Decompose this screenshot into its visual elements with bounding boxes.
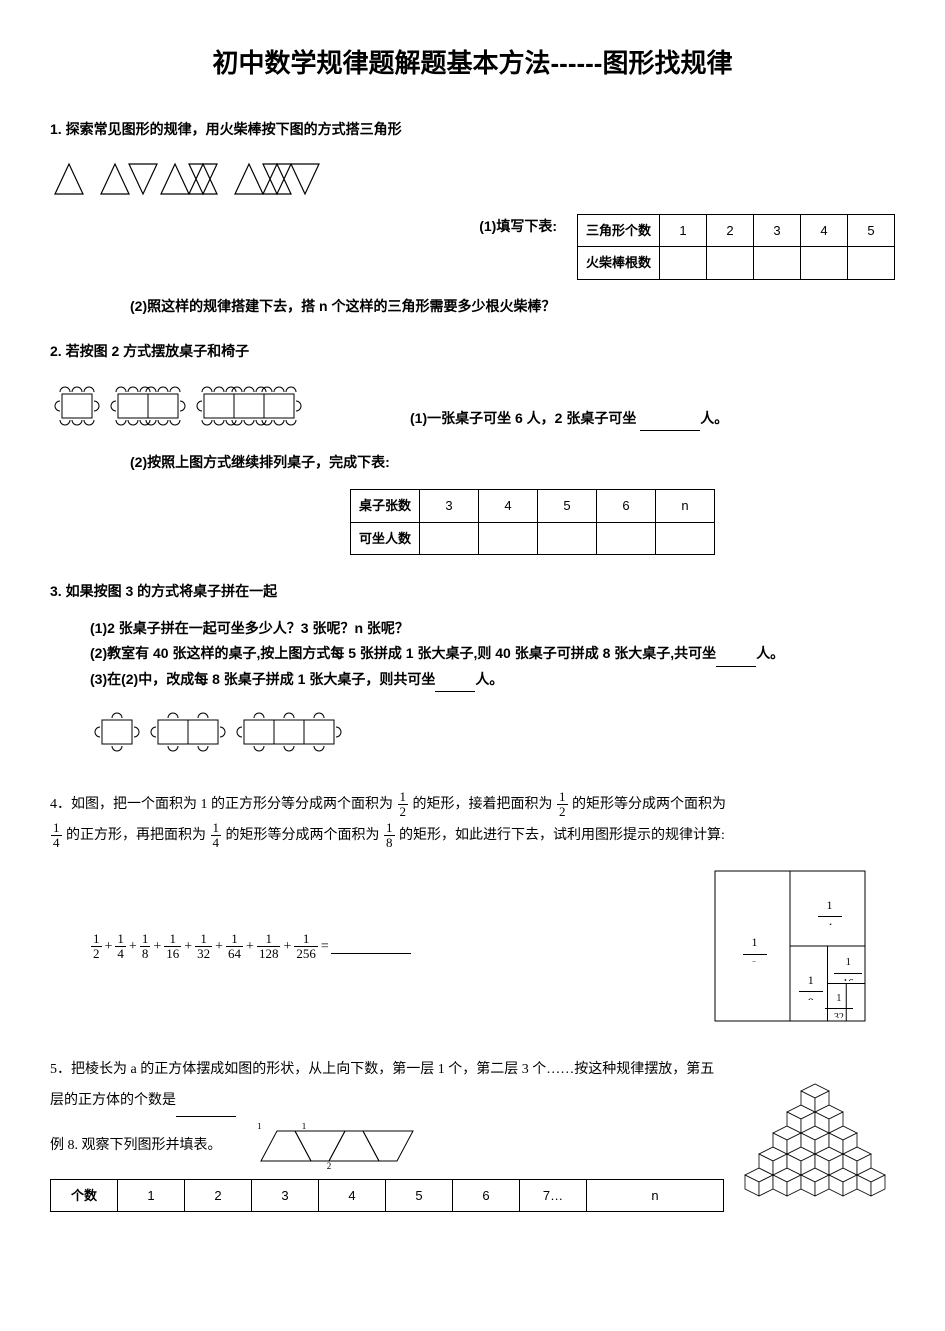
q4-equation: 12 + 14 + 18 + 116 + 132 + 164 + 1128 + … <box>50 932 411 962</box>
q2-t3: 6 <box>597 490 656 522</box>
q3-sub3: (3)在(2)中，改成每 8 张桌子拼成 1 张大桌子，则共可坐 人。 <box>50 667 895 692</box>
q5-ex8-label: 例 8. 观察下列图形并填表。 <box>50 1138 222 1153</box>
q1-sub2: (2)照这样的规律搭建下去，搭 n 个这样的三角形需要多少根火柴棒？ <box>50 294 895 319</box>
q2-blank[interactable] <box>640 416 700 431</box>
q1-prompt: 1. 探索常见图形的规律，用火柴棒按下图的方式搭三角形 <box>50 117 895 142</box>
q2-table: 桌子张数 3 4 5 6 n 可坐人数 <box>350 489 715 555</box>
q5c3: 4 <box>319 1180 386 1212</box>
q1-c4: 5 <box>848 214 895 246</box>
q3-s2b: 人。 <box>756 645 784 661</box>
svg-text:1: 1 <box>257 1123 262 1131</box>
q3-figure <box>50 702 895 766</box>
q4-td: 的正方形，再把面积为 <box>66 828 210 843</box>
q2-sub1: (1)一张桌子可坐 6 人，2 张桌子可坐 人。 <box>410 376 728 431</box>
q2-sub1-b: 人。 <box>700 410 728 426</box>
q3-sub1: (1)2 张桌子拼在一起可坐多少人？3 张呢？n 张呢？ <box>50 616 895 641</box>
q5c2: 3 <box>252 1180 319 1212</box>
q5-trapezoid-figure: 1 1 2 <box>255 1123 515 1169</box>
svg-text:1: 1 <box>302 1123 307 1131</box>
svg-text:2: 2 <box>327 1161 332 1169</box>
q2-prompt: 2. 若按图 2 方式摆放桌子和椅子 <box>50 339 895 364</box>
q2-th2: 可坐人数 <box>351 522 420 554</box>
q1-table: 三角形个数 1 2 3 4 5 火柴棒根数 <box>577 214 895 280</box>
q4-te: 的矩形等分成两个面积为 <box>226 828 384 843</box>
q4-text: 4．如图，把一个面积为 1 的正方形分等分成两个面积为 12 的矩形，接着把面积… <box>50 790 895 852</box>
q5c1: 2 <box>185 1180 252 1212</box>
q3-s3b: 人。 <box>475 671 503 687</box>
q2-sub2: (2)按照上图方式继续排列桌子，完成下表: <box>50 450 895 475</box>
q4-tc: 的矩形等分成两个面积为 <box>572 797 726 812</box>
q5c0: 1 <box>118 1180 185 1212</box>
q2-t2: 5 <box>538 490 597 522</box>
q1-figure <box>50 154 410 204</box>
q2-t0: 3 <box>420 490 479 522</box>
q2-figure <box>50 376 390 440</box>
q2-t4: n <box>656 490 715 522</box>
page-title: 初中数学规律题解题基本方法------图形找规律 <box>50 40 895 87</box>
q1-th1: 三角形个数 <box>577 214 659 246</box>
q5c4: 5 <box>386 1180 453 1212</box>
q5-cubes-figure <box>735 1055 895 1205</box>
q4-tf: 的矩形，如此进行下去，试利用图形提示的规律计算: <box>399 828 725 843</box>
q4-tb: 的矩形，接着把面积为 <box>413 797 557 812</box>
q4-ta: 4．如图，把一个面积为 1 的正方形分等分成两个面积为 <box>50 797 397 812</box>
q5c7: n <box>587 1180 724 1212</box>
q1-c3: 4 <box>801 214 848 246</box>
q2-t1: 4 <box>479 490 538 522</box>
q2-th1: 桌子张数 <box>351 490 420 522</box>
q5-th: 个数 <box>51 1180 118 1212</box>
q4-square-figure: 121418116132 <box>695 861 895 1031</box>
q5c5: 6 <box>453 1180 520 1212</box>
q3-blank3[interactable] <box>435 677 475 692</box>
q5-blank[interactable] <box>176 1102 236 1117</box>
q3-prompt: 3. 如果按图 3 的方式将桌子拼在一起 <box>50 579 895 604</box>
q1-c2: 3 <box>754 214 801 246</box>
q3-sub2: (2)教室有 40 张这样的桌子,按上图方式每 5 张拼成 1 张大桌子,则 4… <box>50 641 895 666</box>
q2-sub1-a: (1)一张桌子可坐 6 人，2 张桌子可坐 <box>410 410 640 426</box>
q3-s2a: (2)教室有 40 张这样的桌子,按上图方式每 5 张拼成 1 张大桌子,则 4… <box>90 645 716 661</box>
q5c6: 7… <box>520 1180 587 1212</box>
q5-ta: 5．把棱长为 a 的正方体摆成如图的形状，从上向下数，第一层 1 个，第二层 3… <box>50 1062 714 1108</box>
q3-blank2[interactable] <box>716 652 756 667</box>
q3-s3a: (3)在(2)中，改成每 8 张桌子拼成 1 张大桌子，则共可坐 <box>90 671 435 687</box>
q1-th2: 火柴棒根数 <box>577 247 659 279</box>
q1-c0: 1 <box>660 214 707 246</box>
q5-table: 个数 1 2 3 4 5 6 7… n <box>50 1179 724 1212</box>
q1-c1: 2 <box>707 214 754 246</box>
q1-sub1-label: (1)填写下表: <box>479 214 557 239</box>
